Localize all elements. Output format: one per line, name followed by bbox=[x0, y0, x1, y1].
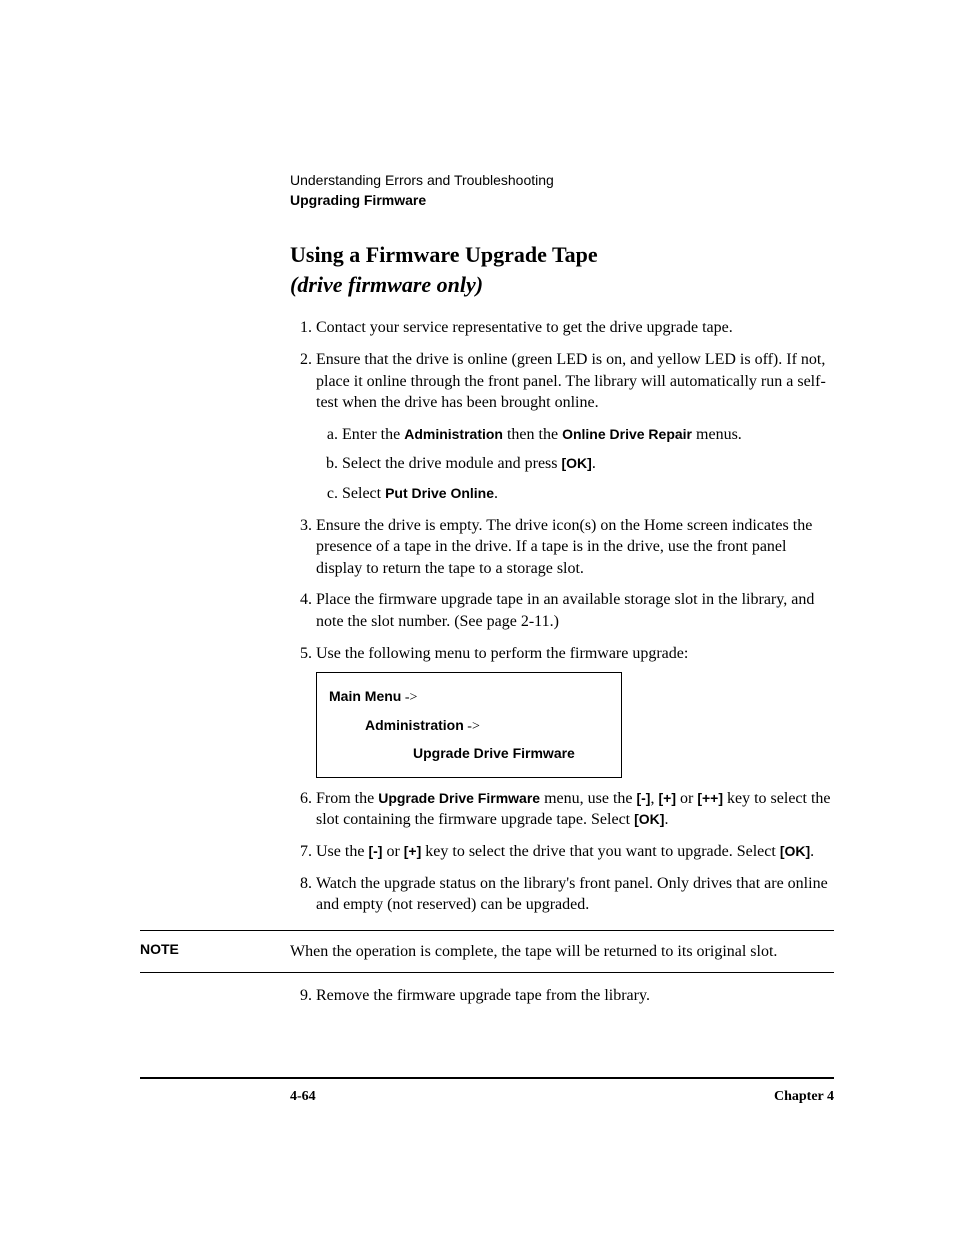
note-block: NOTE When the operation is complete, the… bbox=[140, 930, 834, 974]
chapter-title: Understanding Errors and Troubleshooting bbox=[290, 170, 834, 190]
s6-post: . bbox=[664, 811, 668, 828]
admin-label: Administration bbox=[404, 426, 503, 442]
step-5: Use the following menu to perform the fi… bbox=[316, 643, 834, 778]
step-9: Remove the firmware upgrade tape from th… bbox=[316, 985, 834, 1007]
menu-path-box: Main Menu -> Administration -> Upgrade D… bbox=[316, 672, 622, 778]
ok-key-7: [OK] bbox=[780, 843, 810, 859]
s7-post: . bbox=[810, 843, 814, 860]
step-2c: Select Put Drive Online. bbox=[342, 483, 834, 505]
s7-mid: key to select the drive that you want to… bbox=[421, 843, 780, 860]
step-7: Use the [-] or [+] key to select the dri… bbox=[316, 841, 834, 863]
menu-l2: Administration -> bbox=[365, 712, 609, 741]
s6-or: or bbox=[676, 790, 697, 807]
note-label: NOTE bbox=[140, 941, 179, 957]
running-header: Understanding Errors and Troubleshooting… bbox=[290, 170, 834, 211]
heading: Using a Firmware Upgrade Tape (drive fir… bbox=[290, 240, 834, 299]
ordered-steps: Contact your service representative to g… bbox=[290, 317, 834, 915]
plus-key: [+] bbox=[658, 790, 676, 806]
menu-admin: Administration bbox=[365, 717, 464, 733]
step-2a-pre: Enter the bbox=[342, 426, 404, 443]
step-5-text: Use the following menu to perform the fi… bbox=[316, 645, 688, 662]
online-drive-repair-label: Online Drive Repair bbox=[562, 426, 692, 442]
ordered-steps-cont: Remove the firmware upgrade tape from th… bbox=[290, 985, 834, 1007]
ok-key-6: [OK] bbox=[634, 811, 664, 827]
step-2b-pre: Select the drive module and press bbox=[342, 455, 562, 472]
menu-l3: Upgrade Drive Firmware bbox=[413, 740, 609, 767]
step-2-text: Ensure that the drive is online (green L… bbox=[316, 351, 826, 411]
step-4: Place the firmware upgrade tape in an av… bbox=[316, 589, 834, 632]
arrow-1: -> bbox=[401, 690, 417, 705]
step-2c-pre: Select bbox=[342, 485, 385, 502]
step-2a: Enter the Administration then the Online… bbox=[342, 424, 834, 446]
heading-line1: Using a Firmware Upgrade Tape bbox=[290, 242, 598, 267]
step-2c-post: . bbox=[494, 485, 498, 502]
step-2a-mid: then the bbox=[503, 426, 562, 443]
content: Using a Firmware Upgrade Tape (drive fir… bbox=[290, 240, 834, 1007]
note-body: When the operation is complete, the tape… bbox=[290, 941, 834, 963]
chapter-label: Chapter 4 bbox=[774, 1089, 834, 1105]
s6-pre: From the bbox=[316, 790, 378, 807]
put-drive-online-label: Put Drive Online bbox=[385, 485, 494, 501]
step-2-substeps: Enter the Administration then the Online… bbox=[316, 424, 834, 505]
s6-mid1: menu, use the bbox=[540, 790, 636, 807]
step-6: From the Upgrade Drive Firmware menu, us… bbox=[316, 788, 834, 831]
menu-main: Main Menu bbox=[329, 688, 401, 704]
section-title: Upgrading Firmware bbox=[290, 190, 834, 210]
step-8: Watch the upgrade status on the library'… bbox=[316, 873, 834, 916]
step-2b-post: . bbox=[592, 455, 596, 472]
s7-pre: Use the bbox=[316, 843, 368, 860]
plusplus-key: [++] bbox=[697, 790, 723, 806]
page-number: 4-64 bbox=[290, 1089, 316, 1105]
step-2a-post: menus. bbox=[692, 426, 742, 443]
page: Understanding Errors and Troubleshooting… bbox=[0, 0, 954, 1235]
heading-line2: (drive firmware only) bbox=[290, 272, 483, 297]
footer: 4-64 Chapter 4 bbox=[140, 1077, 834, 1105]
step-2: Ensure that the drive is online (green L… bbox=[316, 349, 834, 505]
minus-key: [-] bbox=[636, 790, 650, 806]
ok-label: [OK] bbox=[562, 455, 592, 471]
minus-key-7: [-] bbox=[368, 843, 382, 859]
upgrade-menu-label: Upgrade Drive Firmware bbox=[378, 790, 540, 806]
step-2b: Select the drive module and press [OK]. bbox=[342, 453, 834, 475]
s7-or: or bbox=[382, 843, 403, 860]
step-1: Contact your service representative to g… bbox=[316, 317, 834, 339]
menu-l1: Main Menu -> bbox=[329, 683, 609, 712]
arrow-2: -> bbox=[464, 719, 480, 734]
plus-key-7: [+] bbox=[404, 843, 422, 859]
step-3: Ensure the drive is empty. The drive ico… bbox=[316, 515, 834, 580]
